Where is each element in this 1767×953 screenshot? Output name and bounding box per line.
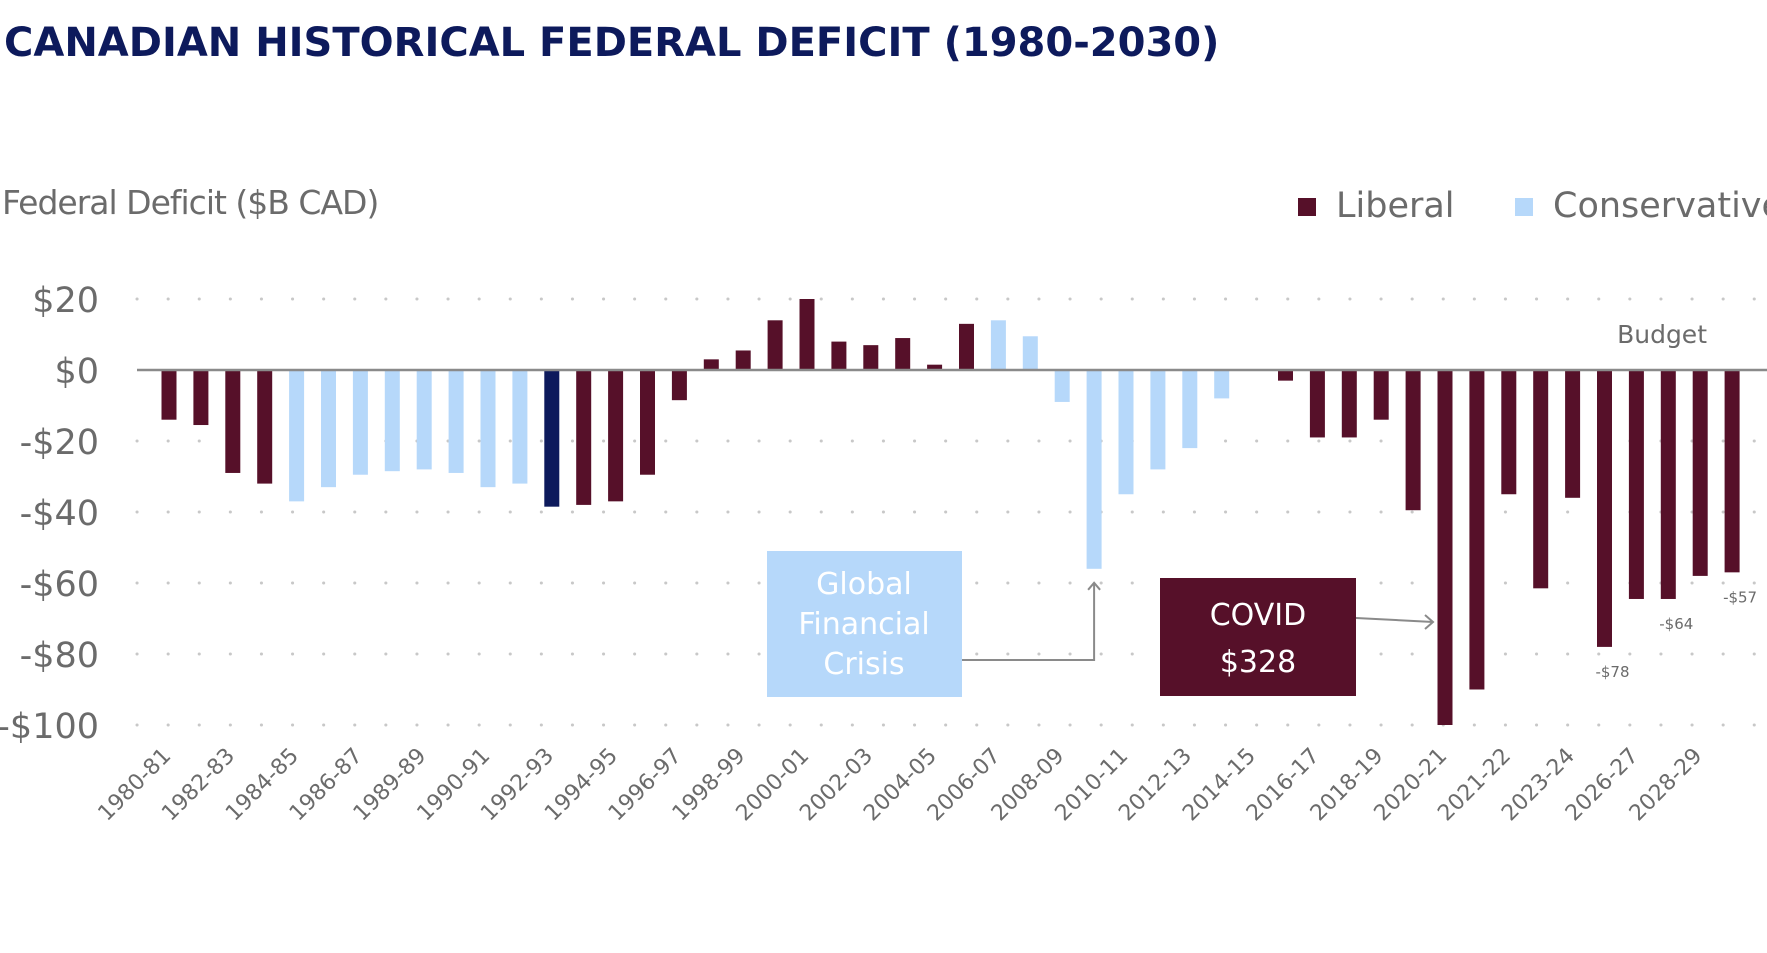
- bar: [1182, 370, 1198, 449]
- y-tick-label: $20: [32, 281, 99, 321]
- bar: [927, 364, 943, 370]
- bar: [863, 345, 879, 370]
- gfc-label-line3: Crisis: [823, 647, 904, 682]
- bar: [1533, 370, 1549, 589]
- bar: [735, 350, 751, 370]
- legend-liberal-label: Liberal: [1336, 186, 1455, 226]
- y-tick-label: -$100: [0, 707, 99, 747]
- bar: [990, 320, 1006, 370]
- bar: [1565, 370, 1581, 498]
- bar: [1373, 370, 1389, 420]
- bar: [448, 370, 464, 473]
- bar: [767, 320, 783, 370]
- data-label: -$57: [1723, 588, 1757, 606]
- bar: [1278, 370, 1293, 381]
- budget-label: Budget: [1617, 320, 1707, 349]
- bar: [1628, 370, 1644, 599]
- gfc-label-line2: Financial: [798, 607, 929, 642]
- gfc-arrow: [962, 581, 1101, 661]
- bar: [257, 370, 273, 484]
- y-tick-label: -$60: [20, 565, 99, 605]
- bar: [1469, 370, 1485, 690]
- y-tick-label: -$80: [20, 636, 99, 676]
- bar: [225, 370, 241, 473]
- bar: [1501, 370, 1517, 495]
- bar: [799, 299, 815, 370]
- bars: [161, 299, 1740, 725]
- legend-liberal-swatch: [1298, 198, 1316, 216]
- chart-title: CANADIAN HISTORICAL FEDERAL DEFICIT (198…: [4, 20, 1220, 66]
- bar: [1054, 370, 1070, 402]
- bar: [352, 370, 368, 475]
- bar: [1660, 370, 1676, 599]
- bar: [959, 323, 974, 370]
- bar: [193, 370, 209, 426]
- data-label: -$64: [1659, 615, 1693, 633]
- covid-label-line1: COVID: [1210, 598, 1307, 633]
- bar: [576, 370, 592, 505]
- bar: [512, 370, 528, 484]
- bar: [671, 370, 687, 401]
- legend-conservative-label: Conservative: [1553, 186, 1767, 226]
- bar: [1692, 370, 1708, 576]
- bar: [480, 370, 496, 488]
- gfc-annotation: Global Financial Crisis: [767, 551, 1101, 697]
- covid-arrow: [1355, 614, 1435, 630]
- covid-annotation: COVID $328: [1160, 578, 1435, 696]
- bar: [1022, 336, 1038, 370]
- y-tick-label: -$20: [20, 423, 99, 463]
- gfc-box: [767, 551, 962, 697]
- bar: [289, 370, 305, 502]
- covid-box: [1160, 578, 1356, 696]
- bar: [1086, 370, 1102, 569]
- bar: [608, 370, 624, 502]
- bar: [384, 370, 400, 472]
- bar: [544, 370, 560, 507]
- bar: [416, 370, 432, 470]
- bar: [1437, 370, 1453, 725]
- bar: [1309, 370, 1325, 438]
- bar: [895, 338, 911, 370]
- x-axis-ticks: 1980-811982-831984-851986-871989-891990-…: [94, 744, 1708, 827]
- y-tick-label: -$40: [20, 494, 99, 534]
- bar: [640, 370, 655, 475]
- legend-conservative-swatch: [1515, 198, 1533, 216]
- bar: [1405, 370, 1421, 511]
- bar: [1341, 370, 1357, 438]
- y-axis-title: Federal Deficit ($B CAD): [2, 183, 378, 222]
- bar: [161, 370, 177, 420]
- y-axis-ticks: $20 $0 -$20 -$40 -$60 -$80 -$100: [0, 281, 99, 747]
- bar: [703, 359, 719, 370]
- bar: [1724, 370, 1740, 573]
- bar: [1214, 370, 1230, 399]
- bar: [1597, 370, 1612, 647]
- bar: [831, 341, 847, 370]
- legend: Liberal Conservative: [1298, 186, 1767, 226]
- y-tick-label: $0: [54, 352, 99, 392]
- bar: [1150, 370, 1166, 470]
- data-label: -$78: [1595, 663, 1629, 681]
- gfc-label-line1: Global: [816, 567, 912, 602]
- bar: [321, 370, 336, 488]
- data-labels: -$78 -$64 -$57: [1595, 588, 1757, 681]
- covid-label-line2: $328: [1220, 645, 1296, 680]
- bar: [1118, 370, 1134, 495]
